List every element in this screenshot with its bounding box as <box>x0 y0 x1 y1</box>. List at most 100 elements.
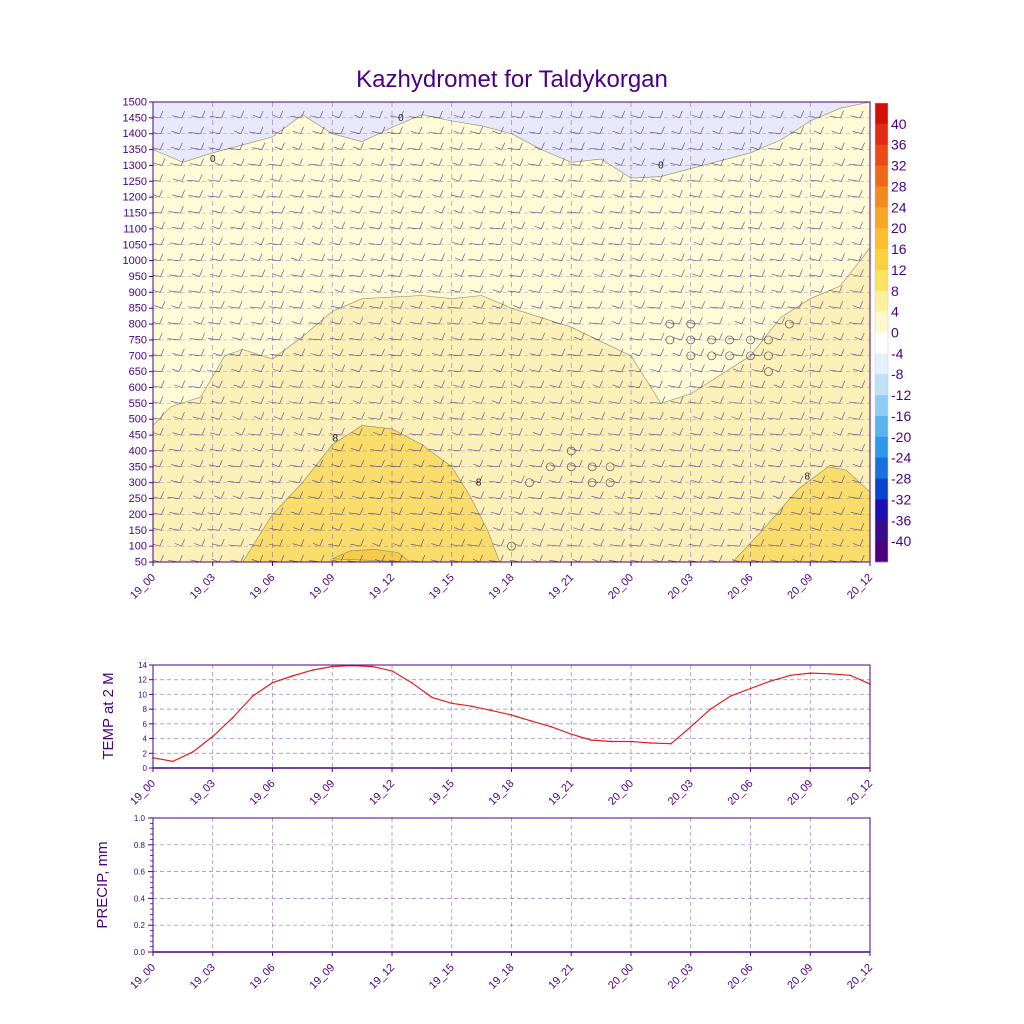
wind-barb-feather <box>801 285 805 293</box>
wind-barb <box>530 338 542 341</box>
wind-barb <box>269 290 282 293</box>
temperature-colorbar: 4036322824201612840-4-8-12-16-20-24-28-3… <box>874 102 911 563</box>
wind-barb-feather <box>358 443 363 452</box>
wind-barb <box>309 401 321 404</box>
wind-barb <box>270 178 280 182</box>
wind-barb <box>368 401 381 404</box>
y-tick-label: 600 <box>129 382 147 394</box>
wind-barb-feather <box>681 142 686 150</box>
wind-barb-feather <box>259 158 264 166</box>
wind-barb <box>188 385 201 388</box>
wind-barb-feather <box>740 126 745 134</box>
wind-barb-feather <box>859 221 863 230</box>
wind-barb <box>613 511 621 515</box>
wind-barb <box>254 241 262 246</box>
wind-barb <box>669 449 681 452</box>
wind-barb-feather <box>480 523 484 531</box>
calm-marker <box>746 351 755 361</box>
wind-barb <box>551 416 562 420</box>
wind-barb <box>672 511 682 515</box>
wind-barb <box>672 114 680 119</box>
wind-barb-feather <box>641 158 645 166</box>
colorbar-label: -36 <box>891 512 911 528</box>
wind-barb <box>352 321 361 325</box>
wind-barb <box>189 354 202 357</box>
wind-barb-feather <box>161 364 165 372</box>
wind-barb <box>470 194 481 198</box>
wind-barb-feather <box>339 237 343 245</box>
wind-barb-feather <box>761 332 766 341</box>
wind-barb-feather <box>499 316 504 325</box>
wind-barb-feather <box>761 316 766 325</box>
wind-barb <box>410 289 421 293</box>
wind-barb-feather <box>240 158 245 166</box>
wind-barb <box>833 336 841 341</box>
wind-barb-feather <box>221 301 225 309</box>
wind-barb-feather <box>361 491 365 499</box>
wind-barb-feather <box>559 459 564 467</box>
wind-barb <box>294 241 302 246</box>
wind-barb-feather <box>279 110 284 118</box>
wind-barb-feather <box>419 174 423 182</box>
wind-barb <box>792 225 800 230</box>
wind-barb <box>589 464 600 468</box>
calm-marker <box>545 462 555 472</box>
wind-barb <box>629 417 641 420</box>
wind-barb <box>547 544 560 547</box>
wind-barb <box>411 258 422 261</box>
wind-barb-feather <box>180 459 184 467</box>
wind-barb <box>171 368 180 372</box>
wind-barb-feather <box>280 126 285 134</box>
wind-barb-feather <box>800 507 804 515</box>
wind-barb <box>352 480 362 483</box>
wind-barb <box>372 543 380 547</box>
wind-barb-feather <box>299 412 303 420</box>
wind-barb <box>268 480 280 483</box>
wind-barb-feather <box>859 110 864 118</box>
wind-barb <box>432 416 442 420</box>
wind-barb <box>852 543 861 547</box>
wind-barb <box>210 432 220 436</box>
wind-barb-feather <box>801 396 805 404</box>
wind-barb <box>714 416 722 420</box>
precip-y-label: PRECIP, mm <box>94 841 111 928</box>
wind-barb-feather <box>279 507 284 515</box>
wind-barb-feather <box>639 205 643 214</box>
wind-barb <box>647 211 660 214</box>
wind-barb <box>390 448 401 452</box>
temp-point <box>670 742 672 745</box>
y-tick-label: 1000 <box>123 255 147 267</box>
wind-barb <box>671 306 683 309</box>
wind-barb-feather <box>379 110 383 118</box>
wind-barb <box>670 480 681 483</box>
wind-barb <box>693 416 701 420</box>
wind-barb-feather <box>221 253 225 261</box>
wind-barb <box>528 385 542 388</box>
wind-barb-feather <box>159 459 163 467</box>
wind-barb <box>310 179 322 182</box>
wind-barb-feather <box>500 364 505 372</box>
wind-barb-feather <box>701 507 705 515</box>
wind-barb-feather <box>839 285 843 293</box>
wind-barb-feather <box>818 110 823 118</box>
wind-barb-feather <box>439 110 443 118</box>
wind-barb-feather <box>698 190 703 198</box>
wind-barb <box>649 289 660 293</box>
wind-barb-feather <box>501 110 505 118</box>
wind-barb-feather <box>701 301 706 309</box>
wind-barb-feather <box>479 443 483 452</box>
wind-barb <box>528 369 540 372</box>
wind-barb-feather <box>600 269 605 277</box>
wind-barb-feather <box>660 253 665 261</box>
wind-barb <box>671 368 680 372</box>
wind-barb <box>208 464 220 468</box>
wind-barb <box>410 130 420 135</box>
wind-barb-feather <box>701 443 706 452</box>
y-tick-label: 250 <box>129 493 147 505</box>
wind-barb <box>689 528 702 531</box>
wind-barb-feather <box>320 507 324 515</box>
calm-marker <box>665 319 675 329</box>
wind-barb-feather <box>198 174 203 182</box>
wind-barb-feather <box>160 380 165 388</box>
wind-barb <box>530 321 540 325</box>
